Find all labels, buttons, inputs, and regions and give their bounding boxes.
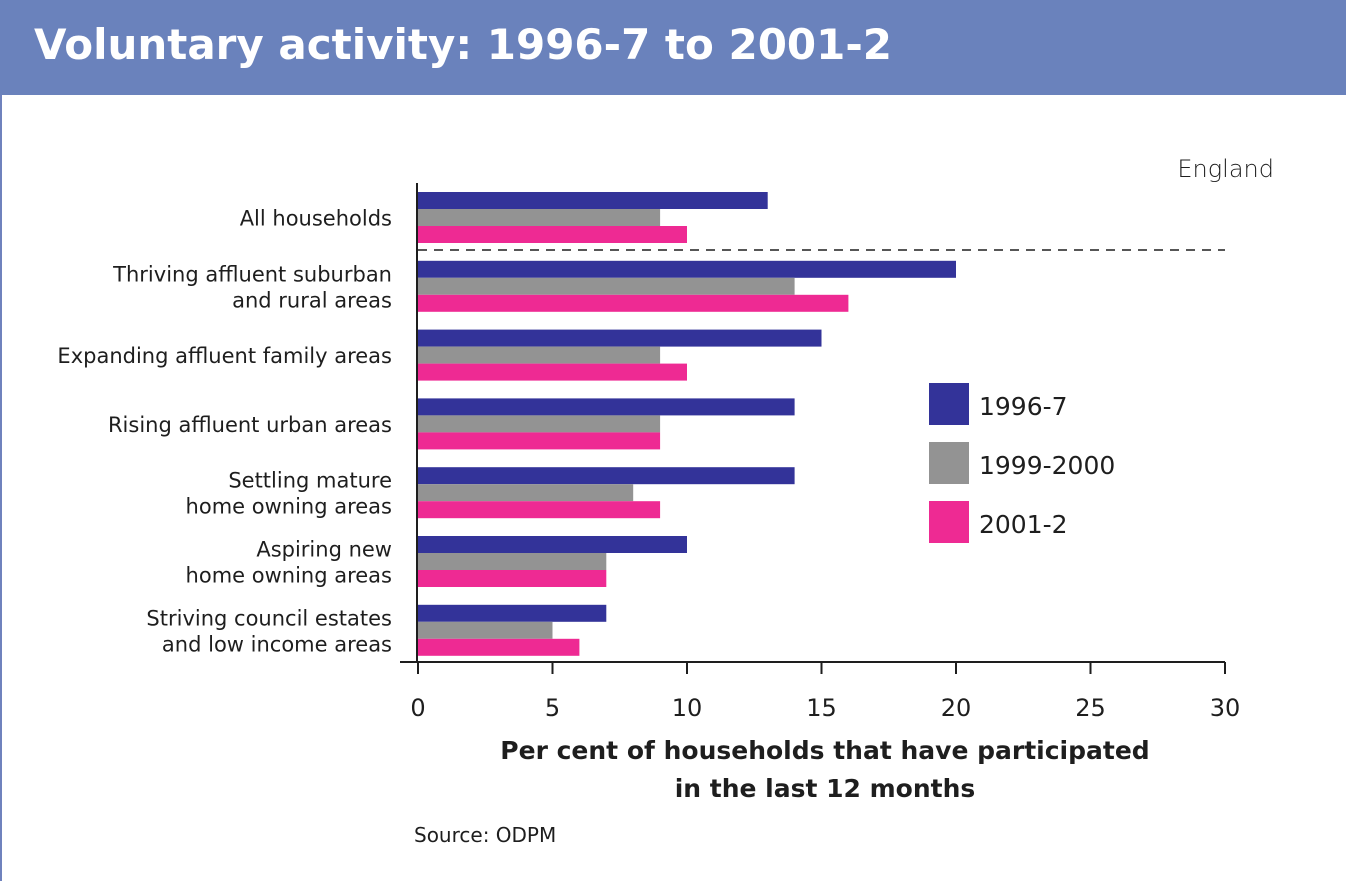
bar-1999-2000-6 (418, 621, 553, 639)
x-tick-label: 20 (941, 694, 972, 722)
category-label: Aspiring new (256, 538, 392, 562)
bar-1996-7-1 (418, 260, 956, 278)
category-label: home owning areas (186, 564, 392, 588)
bar-2001-2-6 (418, 638, 580, 656)
legend-label: 2001-2 (979, 510, 1068, 539)
x-tick-label: 10 (672, 694, 703, 722)
bar-1999-2000-4 (418, 484, 634, 502)
bar-2001-2-1 (418, 294, 849, 312)
page-title: Voluntary activity: 1996-7 to 2001-2 (34, 20, 893, 69)
category-label: Thriving affluent suburban (112, 262, 392, 286)
legend-swatch-2001-2 (929, 501, 969, 543)
x-tick-label: 15 (806, 694, 837, 722)
bar-2001-2-0 (418, 226, 687, 243)
bar-2001-2-4 (418, 501, 661, 519)
category-label: Settling mature (228, 469, 392, 493)
category-label: Striving council estates (146, 606, 392, 630)
x-tick-label: 30 (1210, 694, 1241, 722)
legend-label: 1999-2000 (979, 451, 1115, 480)
category-label: Expanding affluent family areas (57, 344, 392, 368)
legend-label: 1996-7 (979, 392, 1068, 421)
bar-1996-7-4 (418, 467, 795, 485)
category-label: Rising affluent urban areas (108, 413, 392, 437)
bar-1999-2000-3 (418, 415, 661, 433)
category-label: home owning areas (186, 495, 392, 519)
x-tick-label: 0 (410, 694, 425, 722)
bar-1996-7-5 (418, 536, 687, 553)
x-axis-title-line-1: Per cent of households that have partici… (500, 736, 1150, 765)
bar-2001-2-3 (418, 432, 661, 450)
category-label: and rural areas (232, 288, 392, 312)
source-note: Source: ODPM (414, 823, 557, 847)
header-bar: Voluntary activity: 1996-7 to 2001-2 (0, 0, 1346, 95)
region-label: England (1177, 155, 1274, 183)
bar-1999-2000-2 (418, 346, 661, 364)
bar-1999-2000-1 (418, 277, 795, 295)
x-axis-title: Per cent of households that have partici… (420, 732, 1230, 808)
x-tick-label: 25 (1075, 694, 1106, 722)
category-label: and low income areas (162, 632, 392, 656)
category-label: All households (240, 207, 392, 231)
bar-1996-7-0 (418, 192, 768, 209)
bar-1999-2000-5 (418, 553, 607, 570)
bar-1996-7-2 (418, 329, 822, 347)
bar-2001-2-2 (418, 363, 687, 381)
bar-1996-7-3 (418, 398, 795, 416)
bar-1996-7-6 (418, 604, 607, 622)
bar-2001-2-5 (418, 570, 607, 587)
legend-swatch-1996-7 (929, 383, 969, 425)
legend-swatch-1999-2000 (929, 442, 969, 484)
bar-1999-2000-0 (418, 209, 661, 226)
x-tick-label: 5 (545, 694, 560, 722)
x-axis-title-line-2: in the last 12 months (674, 774, 976, 803)
